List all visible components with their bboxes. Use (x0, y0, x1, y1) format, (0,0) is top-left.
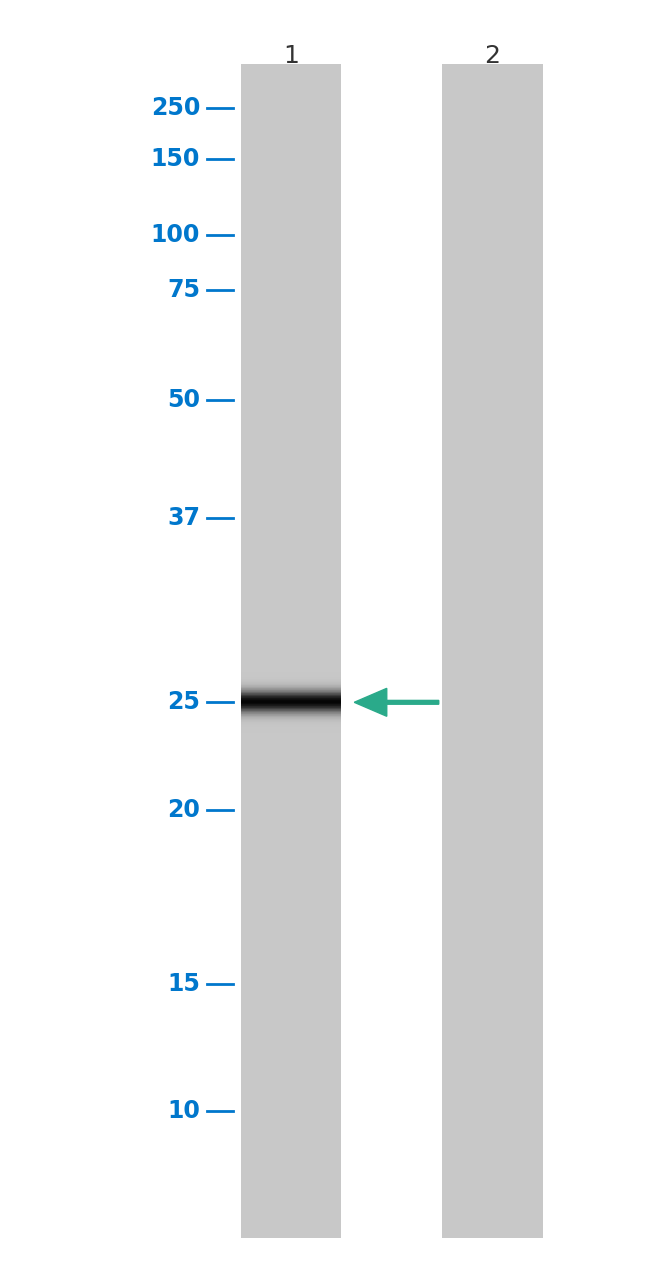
Text: 2: 2 (484, 44, 500, 69)
Bar (442, 64, 543, 1238)
Text: 75: 75 (167, 278, 200, 301)
Text: 250: 250 (151, 97, 200, 119)
Text: 50: 50 (167, 389, 200, 411)
Text: 25: 25 (167, 691, 200, 714)
Text: 37: 37 (167, 507, 200, 530)
Text: 1: 1 (283, 44, 299, 69)
Text: 10: 10 (167, 1100, 200, 1123)
Text: 150: 150 (151, 147, 200, 170)
FancyArrow shape (354, 688, 439, 716)
Text: 20: 20 (167, 799, 200, 822)
Text: 15: 15 (167, 973, 200, 996)
Bar (240, 64, 341, 1238)
Text: 100: 100 (151, 224, 200, 246)
